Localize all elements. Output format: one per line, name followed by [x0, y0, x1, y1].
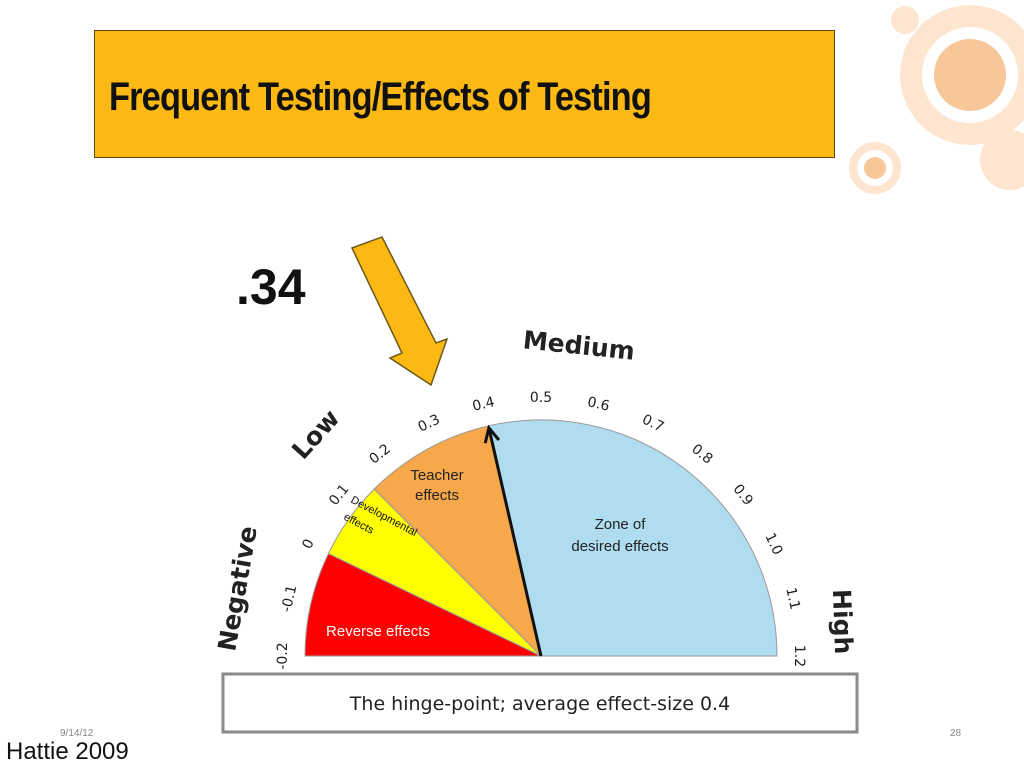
category-low-label: Low: [286, 404, 345, 465]
hinge-caption: The hinge-point; average effect-size 0.4: [349, 693, 730, 715]
tick-label: 0.5: [530, 390, 552, 406]
category-high-label: High: [827, 589, 858, 655]
zone-teacher: [373, 425, 542, 658]
reverse-effects-label: Reverse effects: [326, 623, 430, 640]
slide-date: 9/14/12: [60, 728, 94, 739]
hinge-needle: [487, 427, 543, 657]
teacher-effects-label-line2: effects: [415, 487, 459, 504]
tick-label: 1.0: [761, 531, 785, 558]
category-negative-label: Negative: [212, 524, 263, 654]
teacher-effects-label-line1: Teacher: [410, 467, 463, 484]
tick-label: 0.1: [326, 481, 352, 508]
tick-label: 0.9: [730, 481, 756, 508]
callout-arrow: [350, 236, 449, 387]
citation: Hattie 2009: [6, 738, 129, 765]
tick-label: 0.4: [471, 394, 496, 415]
zone-reverse: [304, 552, 542, 657]
tick-label: 0.6: [586, 394, 611, 415]
tick-label: -0.2: [275, 642, 291, 669]
slide-title: Frequent Testing/Effects of Testing: [109, 75, 652, 119]
title-box: Frequent Testing/Effects of Testing: [94, 30, 835, 158]
tick-label: 0.8: [688, 441, 715, 467]
tick-label: -0.1: [279, 583, 301, 613]
tick-label: 0.3: [416, 412, 443, 436]
tick-label: 0.7: [639, 412, 666, 436]
tick-label: 0: [299, 537, 317, 552]
tick-label: 0.2: [366, 441, 393, 467]
zone-desired: [487, 419, 778, 657]
effect-size-value: .34: [236, 259, 306, 315]
tick-label: 1.2: [791, 645, 807, 667]
category-medium-label: Medium: [522, 325, 637, 366]
desired-effects-label-line1: Zone of: [595, 516, 647, 533]
desired-effects-label-line2: desired effects: [571, 538, 668, 555]
tick-label: 1.1: [782, 586, 803, 611]
hinge-needle-head: [483, 424, 501, 444]
slide-page-number: 28: [950, 728, 962, 739]
hinge-caption-box: [221, 672, 859, 734]
